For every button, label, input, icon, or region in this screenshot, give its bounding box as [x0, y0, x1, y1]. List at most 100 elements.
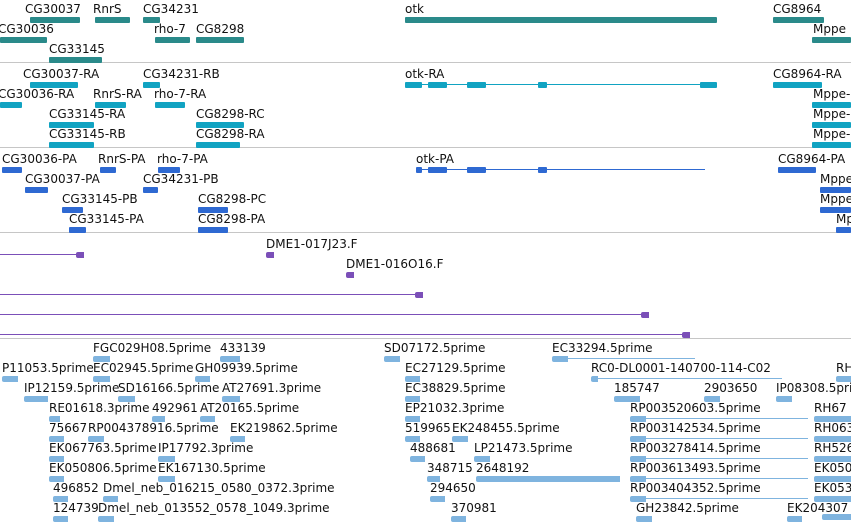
- feature-glyph[interactable]: [630, 436, 646, 442]
- feature-glyph[interactable]: [198, 207, 228, 213]
- feature-glyph[interactable]: [49, 416, 60, 422]
- feature-glyph[interactable]: [220, 356, 240, 362]
- feature-glyph[interactable]: [814, 456, 851, 462]
- feature-glyph[interactable]: [467, 82, 486, 88]
- feature-glyph[interactable]: [428, 167, 447, 173]
- feature-glyph[interactable]: [62, 207, 83, 213]
- feature-glyph[interactable]: [416, 167, 422, 173]
- feature-glyph[interactable]: [428, 82, 447, 88]
- feature-glyph[interactable]: [552, 356, 568, 362]
- feature-glyph[interactable]: [158, 456, 175, 462]
- feature-glyph[interactable]: [152, 416, 165, 422]
- feature-glyph[interactable]: [143, 187, 158, 193]
- feature-glyph[interactable]: [76, 252, 84, 258]
- feature-glyph[interactable]: [230, 436, 245, 442]
- feature-glyph[interactable]: [98, 516, 114, 522]
- feature-glyph[interactable]: [630, 456, 646, 462]
- feature-glyph[interactable]: [24, 396, 48, 402]
- feature-glyph[interactable]: [103, 496, 118, 502]
- feature-glyph[interactable]: [430, 496, 445, 502]
- feature-glyph[interactable]: [93, 356, 110, 362]
- feature-glyph[interactable]: [405, 82, 422, 88]
- feature-glyph[interactable]: [630, 416, 646, 422]
- feature-glyph[interactable]: [476, 476, 620, 482]
- feature-glyph[interactable]: [195, 376, 210, 382]
- feature-glyph[interactable]: [405, 376, 420, 382]
- feature-glyph[interactable]: [49, 122, 94, 128]
- feature-glyph[interactable]: [641, 312, 649, 318]
- feature-glyph[interactable]: [822, 514, 851, 520]
- feature-glyph[interactable]: [158, 167, 180, 173]
- feature-glyph[interactable]: [452, 436, 468, 442]
- feature-glyph[interactable]: [25, 187, 48, 193]
- feature-glyph[interactable]: [49, 142, 94, 148]
- feature-glyph[interactable]: [200, 416, 215, 422]
- feature-glyph[interactable]: [773, 17, 824, 23]
- feature-glyph[interactable]: [538, 167, 547, 173]
- feature-glyph[interactable]: [95, 102, 126, 108]
- feature-glyph[interactable]: [474, 456, 490, 462]
- feature-glyph[interactable]: [53, 516, 68, 522]
- feature-glyph[interactable]: [155, 102, 185, 108]
- feature-glyph[interactable]: [88, 436, 104, 442]
- feature-glyph[interactable]: [405, 436, 420, 442]
- feature-glyph[interactable]: [415, 292, 423, 298]
- feature-glyph[interactable]: [814, 476, 851, 482]
- feature-glyph[interactable]: [682, 332, 690, 338]
- feature-glyph[interactable]: [773, 82, 822, 88]
- feature-glyph[interactable]: [614, 396, 640, 402]
- feature-glyph[interactable]: [778, 167, 816, 173]
- feature-glyph[interactable]: [812, 37, 851, 43]
- feature-glyph[interactable]: [812, 102, 851, 108]
- feature-glyph[interactable]: [636, 516, 652, 522]
- feature-glyph[interactable]: [49, 436, 64, 442]
- feature-glyph[interactable]: [198, 227, 228, 233]
- feature-glyph[interactable]: [49, 57, 102, 63]
- feature-glyph[interactable]: [222, 396, 240, 402]
- feature-glyph[interactable]: [49, 476, 64, 482]
- feature-glyph[interactable]: [196, 122, 244, 128]
- feature-glyph[interactable]: [100, 167, 116, 173]
- feature-glyph[interactable]: [812, 142, 851, 148]
- feature-glyph[interactable]: [630, 496, 646, 502]
- feature-glyph[interactable]: [155, 37, 190, 43]
- feature-glyph[interactable]: [0, 102, 22, 108]
- feature-glyph[interactable]: [812, 122, 851, 128]
- feature-glyph[interactable]: [427, 476, 440, 482]
- feature-glyph[interactable]: [836, 376, 851, 382]
- feature-glyph[interactable]: [118, 396, 135, 402]
- feature-glyph[interactable]: [266, 252, 274, 258]
- feature-glyph[interactable]: [30, 17, 80, 23]
- feature-glyph[interactable]: [405, 416, 420, 422]
- feature-glyph[interactable]: [2, 376, 18, 382]
- feature-glyph[interactable]: [93, 376, 110, 382]
- feature-glyph[interactable]: [814, 496, 851, 502]
- feature-glyph[interactable]: [451, 516, 466, 522]
- feature-glyph[interactable]: [95, 17, 130, 23]
- feature-glyph[interactable]: [467, 167, 486, 173]
- feature-glyph[interactable]: [836, 227, 851, 233]
- feature-glyph[interactable]: [30, 82, 78, 88]
- feature-glyph[interactable]: [143, 17, 160, 23]
- feature-glyph[interactable]: [538, 82, 547, 88]
- feature-glyph[interactable]: [158, 476, 175, 482]
- feature-glyph[interactable]: [700, 82, 717, 88]
- feature-glyph[interactable]: [814, 416, 851, 422]
- feature-glyph[interactable]: [405, 17, 717, 23]
- feature-glyph[interactable]: [143, 82, 160, 88]
- feature-glyph[interactable]: [69, 227, 86, 233]
- feature-glyph[interactable]: [410, 456, 425, 462]
- feature-glyph[interactable]: [704, 396, 720, 402]
- feature-glyph[interactable]: [405, 396, 420, 402]
- feature-glyph[interactable]: [820, 207, 851, 213]
- feature-glyph[interactable]: [814, 436, 851, 442]
- feature-glyph[interactable]: [0, 37, 47, 43]
- feature-glyph[interactable]: [2, 167, 22, 173]
- feature-glyph[interactable]: [776, 396, 792, 402]
- feature-glyph[interactable]: [53, 496, 68, 502]
- feature-glyph[interactable]: [49, 456, 64, 462]
- feature-glyph[interactable]: [591, 376, 598, 382]
- feature-glyph[interactable]: [787, 516, 802, 522]
- feature-glyph[interactable]: [820, 187, 851, 193]
